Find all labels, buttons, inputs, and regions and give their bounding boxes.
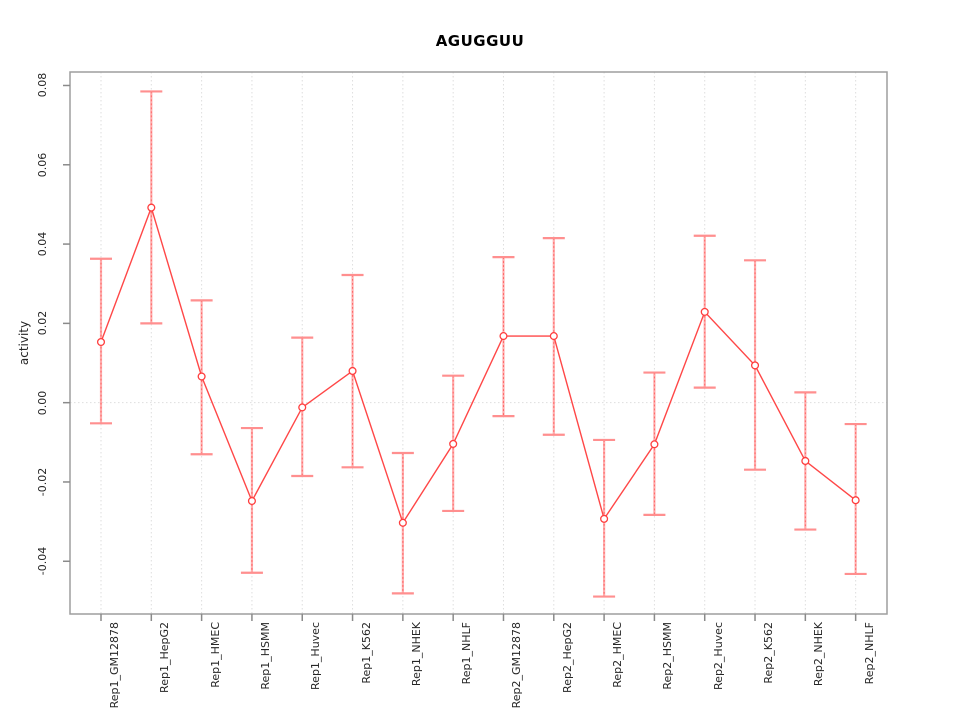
data-point	[298, 403, 307, 412]
data-point	[197, 372, 206, 381]
y-tick-label: 0.08	[36, 73, 49, 98]
y-tick-label: -0.02	[36, 467, 49, 497]
data-point	[499, 332, 508, 341]
x-tick-label: Rep2_HMEC	[611, 622, 625, 688]
data-point	[348, 366, 357, 376]
x-tick-label: Rep1_HSMM	[258, 622, 272, 690]
data-point	[398, 518, 407, 527]
x-tick-label: Rep1_Huvec	[309, 622, 323, 690]
data-point	[650, 440, 659, 449]
y-tick-label: 0.00	[36, 390, 49, 415]
x-tick-label: Rep1_NHEK	[409, 622, 423, 687]
x-tick-label: Rep2_NHLF	[862, 622, 876, 685]
x-tick-label: Rep2_Huvec	[711, 622, 725, 690]
x-tick-label: Rep1_HMEC	[208, 622, 222, 688]
x-tick-label: Rep2_GM12878	[510, 622, 524, 709]
x-tick-label: Rep2_HepG2	[560, 622, 574, 693]
chart-title: AGUGGUU	[435, 32, 525, 50]
data-point	[700, 307, 709, 316]
x-tick-label: Rep1_NHLF	[460, 622, 474, 685]
x-tick-label: Rep2_HSMM	[661, 622, 675, 690]
y-tick-label: 0.02	[36, 311, 49, 336]
y-tick-label: -0.04	[36, 547, 49, 576]
data-point	[147, 203, 156, 212]
data-point	[750, 361, 760, 370]
x-tick-label: Rep2_NHEK	[812, 622, 826, 687]
x-tick-label: Rep1_HepG2	[158, 622, 172, 693]
data-point	[96, 337, 106, 347]
plot-box	[69, 71, 888, 615]
data-point	[449, 439, 458, 448]
data-line	[100, 205, 857, 525]
data-point	[247, 496, 256, 506]
data-point	[801, 456, 810, 466]
x-tick-label: Rep2_K562	[762, 622, 776, 684]
x-tick-label: Rep1_GM12878	[108, 622, 121, 709]
data-point	[600, 514, 609, 523]
data-point	[549, 332, 558, 341]
data-point	[851, 496, 860, 505]
y-tick-label: 0.04	[36, 231, 49, 257]
y-tick-label: 0.06	[36, 152, 49, 178]
x-tick-label: Rep1_K562	[359, 622, 373, 684]
